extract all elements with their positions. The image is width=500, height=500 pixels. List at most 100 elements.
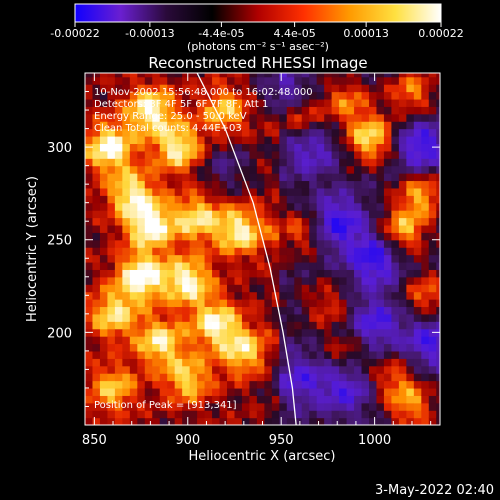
heatmap-cell	[383, 195, 393, 204]
heatmap-cell	[339, 239, 348, 248]
heatmap-cell	[421, 239, 430, 248]
heatmap-cell	[301, 417, 310, 425]
heatmap-cell	[361, 113, 370, 122]
heatmap-cell	[227, 76, 236, 85]
heatmap-cell	[376, 328, 385, 337]
heatmap-cell	[369, 143, 378, 152]
heatmap-cell	[144, 336, 153, 345]
heatmap-cell	[398, 373, 407, 382]
heatmap-cell	[167, 343, 176, 352]
heatmap-cell	[264, 395, 273, 404]
heatmap-cell	[264, 158, 273, 167]
heatmap-cell	[383, 417, 393, 425]
heatmap-cell	[122, 336, 131, 345]
heatmap-cell	[361, 106, 370, 115]
heatmap-cell	[212, 187, 221, 196]
heatmap-cell	[383, 210, 393, 219]
heatmap-cell	[406, 373, 415, 382]
heatmap-cell	[227, 387, 236, 396]
heatmap-cell	[324, 210, 333, 219]
heatmap-cell	[107, 321, 116, 330]
heatmap-cell	[182, 195, 191, 204]
heatmap-cell	[309, 269, 318, 278]
heatmap-cell	[219, 373, 228, 382]
heatmap-cell	[174, 343, 183, 352]
heatmap-cell	[271, 336, 280, 345]
heatmap-cell	[309, 373, 318, 382]
heatmap-cell	[406, 402, 415, 411]
heatmap-cell	[436, 73, 440, 78]
heatmap-cell	[264, 328, 273, 337]
heatmap-cell	[346, 128, 355, 137]
heatmap-cell	[271, 195, 280, 204]
heatmap-cell	[92, 284, 101, 293]
heatmap-cell	[398, 254, 407, 263]
heatmap-cell	[421, 410, 430, 419]
heatmap-cell	[391, 321, 400, 330]
heatmap-cell	[144, 239, 153, 248]
heatmap-cell	[324, 158, 333, 167]
heatmap-cell	[174, 91, 183, 100]
heatmap-cell	[264, 387, 273, 396]
heatmap-cell	[256, 269, 265, 278]
heatmap-cell	[436, 106, 440, 115]
heatmap-cell	[234, 135, 243, 144]
heatmap-cell	[144, 247, 153, 256]
heatmap-cell	[152, 121, 161, 130]
colorbar-ticks: -0.00022 -0.00013 -4.4e-05 4.4e-05 0.00013 0.…	[50, 22, 464, 40]
heatmap-cell	[197, 328, 206, 337]
heatmap-cell	[85, 217, 94, 226]
heatmap-cell	[301, 210, 310, 219]
heatmap-cell	[421, 165, 430, 174]
heatmap-cell	[182, 73, 191, 78]
heatmap-cell	[391, 76, 400, 85]
heatmap-cell	[361, 84, 370, 93]
heatmap-cell	[234, 232, 243, 241]
heatmap-cell	[122, 247, 131, 256]
heatmap-cell	[413, 98, 422, 107]
heatmap-cell	[189, 276, 198, 285]
heatmap-cell	[279, 395, 288, 404]
heatmap-cell	[346, 76, 355, 85]
heatmap-cell	[369, 276, 378, 285]
heatmap-cell	[369, 380, 378, 389]
heatmap-cell	[361, 387, 370, 396]
heatmap-cell	[152, 180, 161, 189]
heatmap-cell	[271, 387, 280, 396]
heatmap-cell	[159, 84, 168, 93]
heatmap-cell	[137, 113, 146, 122]
heatmap-cell	[197, 417, 206, 425]
heatmap-cell	[294, 306, 303, 315]
heatmap-cell	[309, 387, 318, 396]
heatmap-cell	[212, 254, 221, 263]
heatmap-cell	[234, 336, 243, 345]
heatmap-cell	[331, 91, 340, 100]
heatmap-cell	[85, 232, 94, 241]
heatmap-cell	[92, 135, 101, 144]
heatmap-cell	[286, 224, 295, 233]
heatmap-cell	[167, 321, 176, 330]
heatmap-cell	[398, 402, 407, 411]
heatmap-cell	[92, 210, 101, 219]
heatmap-cell	[159, 210, 168, 219]
heatmap-cell	[241, 113, 251, 122]
heatmap-cell	[204, 98, 213, 107]
colorbar: -0.00022 -0.00013 -4.4e-05 4.4e-05 0.00013 0.…	[50, 3, 464, 53]
heatmap-cell	[114, 336, 123, 345]
heatmap-cell	[107, 328, 116, 337]
heatmap-cell	[324, 417, 333, 425]
heatmap-cell	[346, 91, 355, 100]
heatmap-cell	[398, 380, 407, 389]
heatmap-cell	[144, 306, 153, 315]
heatmap-cell	[413, 84, 422, 93]
heatmap-cell	[219, 343, 228, 352]
heatmap-cell	[212, 291, 221, 300]
heatmap-cell	[159, 269, 168, 278]
heatmap-cell	[137, 261, 146, 270]
heatmap-cell	[234, 187, 243, 196]
heatmap-cell	[354, 210, 363, 219]
heatmap-cell	[339, 284, 348, 293]
heatmap-cell	[152, 128, 161, 137]
heatmap-cell	[92, 343, 101, 352]
heatmap-cell	[376, 106, 385, 115]
